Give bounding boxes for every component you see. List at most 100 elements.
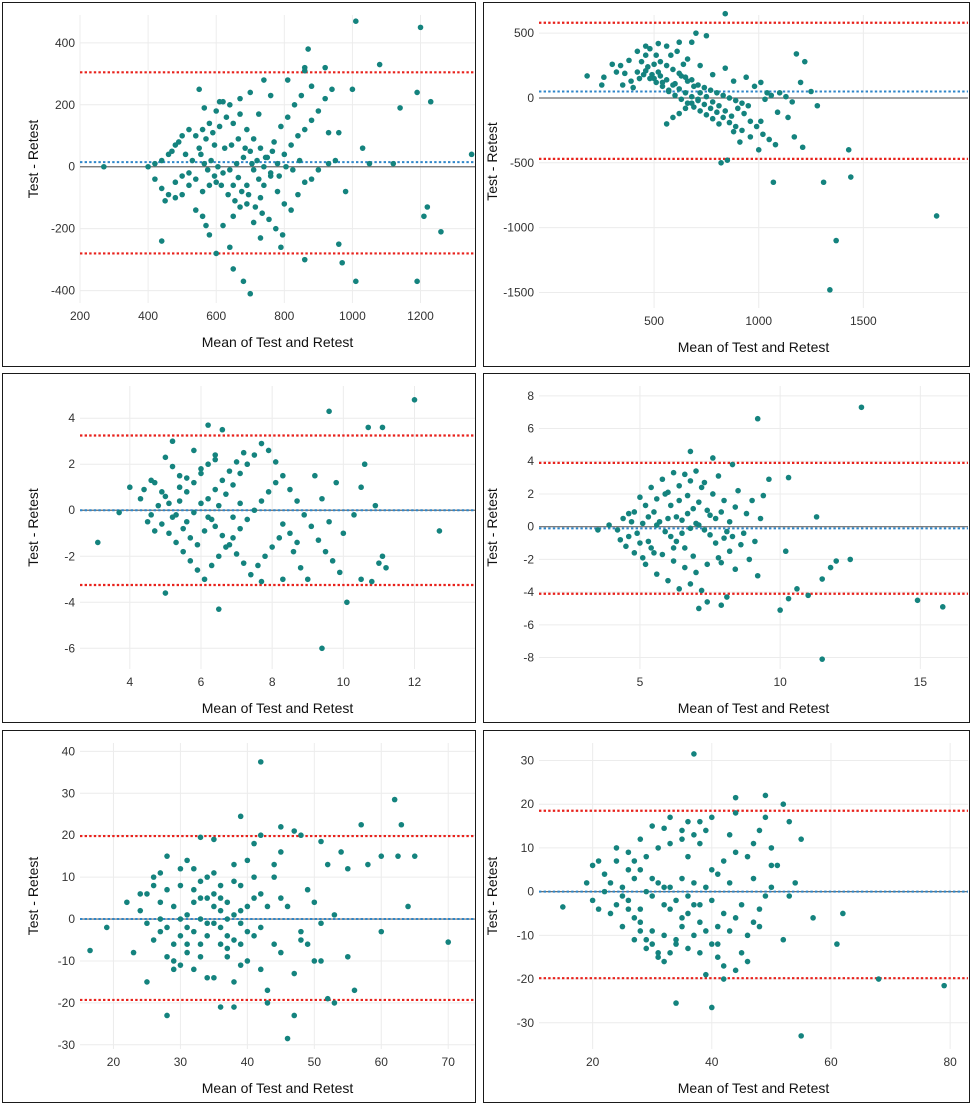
- data-point: [254, 157, 260, 164]
- x-tick-label: 15: [914, 675, 928, 689]
- data-point: [137, 891, 144, 897]
- data-point: [750, 919, 757, 926]
- data-point: [183, 489, 190, 495]
- data-point: [709, 71, 716, 78]
- data-point: [792, 880, 799, 886]
- data-point: [150, 882, 157, 889]
- data-point: [601, 871, 608, 877]
- data-point: [164, 953, 170, 960]
- data-point: [758, 79, 764, 86]
- data-point: [682, 564, 688, 571]
- data-point: [708, 897, 715, 904]
- data-point: [137, 907, 144, 914]
- data-point: [220, 170, 226, 176]
- y-tick-label: -2: [64, 549, 75, 563]
- data-point: [698, 484, 705, 491]
- data-point: [651, 550, 657, 556]
- data-point: [137, 495, 144, 502]
- data-point: [691, 751, 697, 757]
- y-tick-label: 4: [527, 454, 534, 468]
- data-point: [595, 906, 602, 912]
- data-point: [655, 880, 661, 886]
- data-point: [613, 901, 620, 908]
- data-point: [732, 794, 739, 801]
- y-axis-title: Test - Retest: [25, 120, 41, 199]
- data-point: [730, 78, 737, 84]
- data-point: [281, 201, 288, 207]
- data-point: [251, 874, 257, 880]
- data-point: [358, 576, 364, 583]
- data-point: [827, 287, 833, 293]
- data-point: [722, 10, 729, 17]
- data-point: [687, 448, 694, 455]
- data-point: [205, 422, 211, 428]
- data-point: [649, 823, 656, 829]
- data-point: [304, 886, 311, 893]
- y-tick-label: 40: [62, 744, 76, 758]
- data-point: [291, 970, 298, 977]
- data-point: [365, 861, 371, 868]
- data-point: [684, 492, 691, 499]
- x-axis-title: Mean of Test and Retest: [202, 700, 354, 716]
- data-point: [589, 897, 596, 904]
- x-tick-label: 60: [375, 1055, 389, 1069]
- data-point: [155, 502, 162, 509]
- data-point: [130, 949, 137, 956]
- data-point: [766, 476, 772, 483]
- data-point: [776, 89, 783, 96]
- data-point: [649, 893, 656, 899]
- data-point: [708, 814, 715, 821]
- data-point: [726, 95, 733, 101]
- data-point: [191, 479, 197, 486]
- data-point: [203, 136, 209, 142]
- data-point: [673, 514, 680, 520]
- data-point: [693, 520, 699, 527]
- data-point: [798, 1033, 804, 1039]
- x-tick-label: 200: [70, 309, 90, 323]
- data-point: [783, 93, 789, 100]
- data-point: [663, 77, 670, 83]
- data-point: [383, 564, 389, 571]
- data-point: [691, 880, 697, 886]
- data-point: [333, 479, 340, 486]
- data-point: [219, 477, 226, 484]
- data-point: [941, 982, 947, 989]
- data-point: [205, 461, 211, 468]
- data-point: [351, 987, 358, 994]
- data-point: [662, 528, 668, 535]
- x-axis-title: Mean of Test and Retest: [202, 334, 354, 350]
- data-point: [732, 97, 739, 104]
- data-point: [584, 73, 590, 79]
- x-tick-label: 12: [408, 675, 422, 689]
- data-point: [165, 191, 172, 198]
- data-point: [619, 923, 626, 930]
- data-point: [318, 920, 324, 927]
- data-point: [715, 473, 722, 479]
- data-point: [145, 163, 151, 170]
- data-point: [848, 174, 854, 180]
- data-point: [780, 936, 787, 943]
- y-tick-label: 0: [527, 520, 534, 534]
- x-tick-label: 10: [773, 675, 787, 689]
- data-point: [144, 518, 151, 525]
- data-point: [745, 102, 752, 109]
- y-tick-label: -4: [523, 585, 534, 599]
- data-point: [606, 522, 612, 528]
- y-tick-label: 6: [527, 422, 534, 436]
- data-point: [233, 459, 240, 465]
- data-point: [718, 509, 725, 515]
- data-point: [732, 967, 739, 974]
- data-point: [152, 176, 158, 182]
- data-point: [637, 540, 643, 546]
- data-point: [712, 540, 719, 546]
- data-point: [750, 840, 757, 847]
- y-tick-label: 0: [527, 91, 534, 105]
- data-point: [630, 84, 636, 91]
- data-point: [659, 79, 666, 86]
- data-point: [240, 560, 247, 566]
- data-point: [688, 77, 695, 83]
- data-point: [144, 920, 150, 927]
- data-point: [701, 101, 708, 108]
- data-point: [276, 173, 283, 179]
- data-point: [670, 82, 676, 88]
